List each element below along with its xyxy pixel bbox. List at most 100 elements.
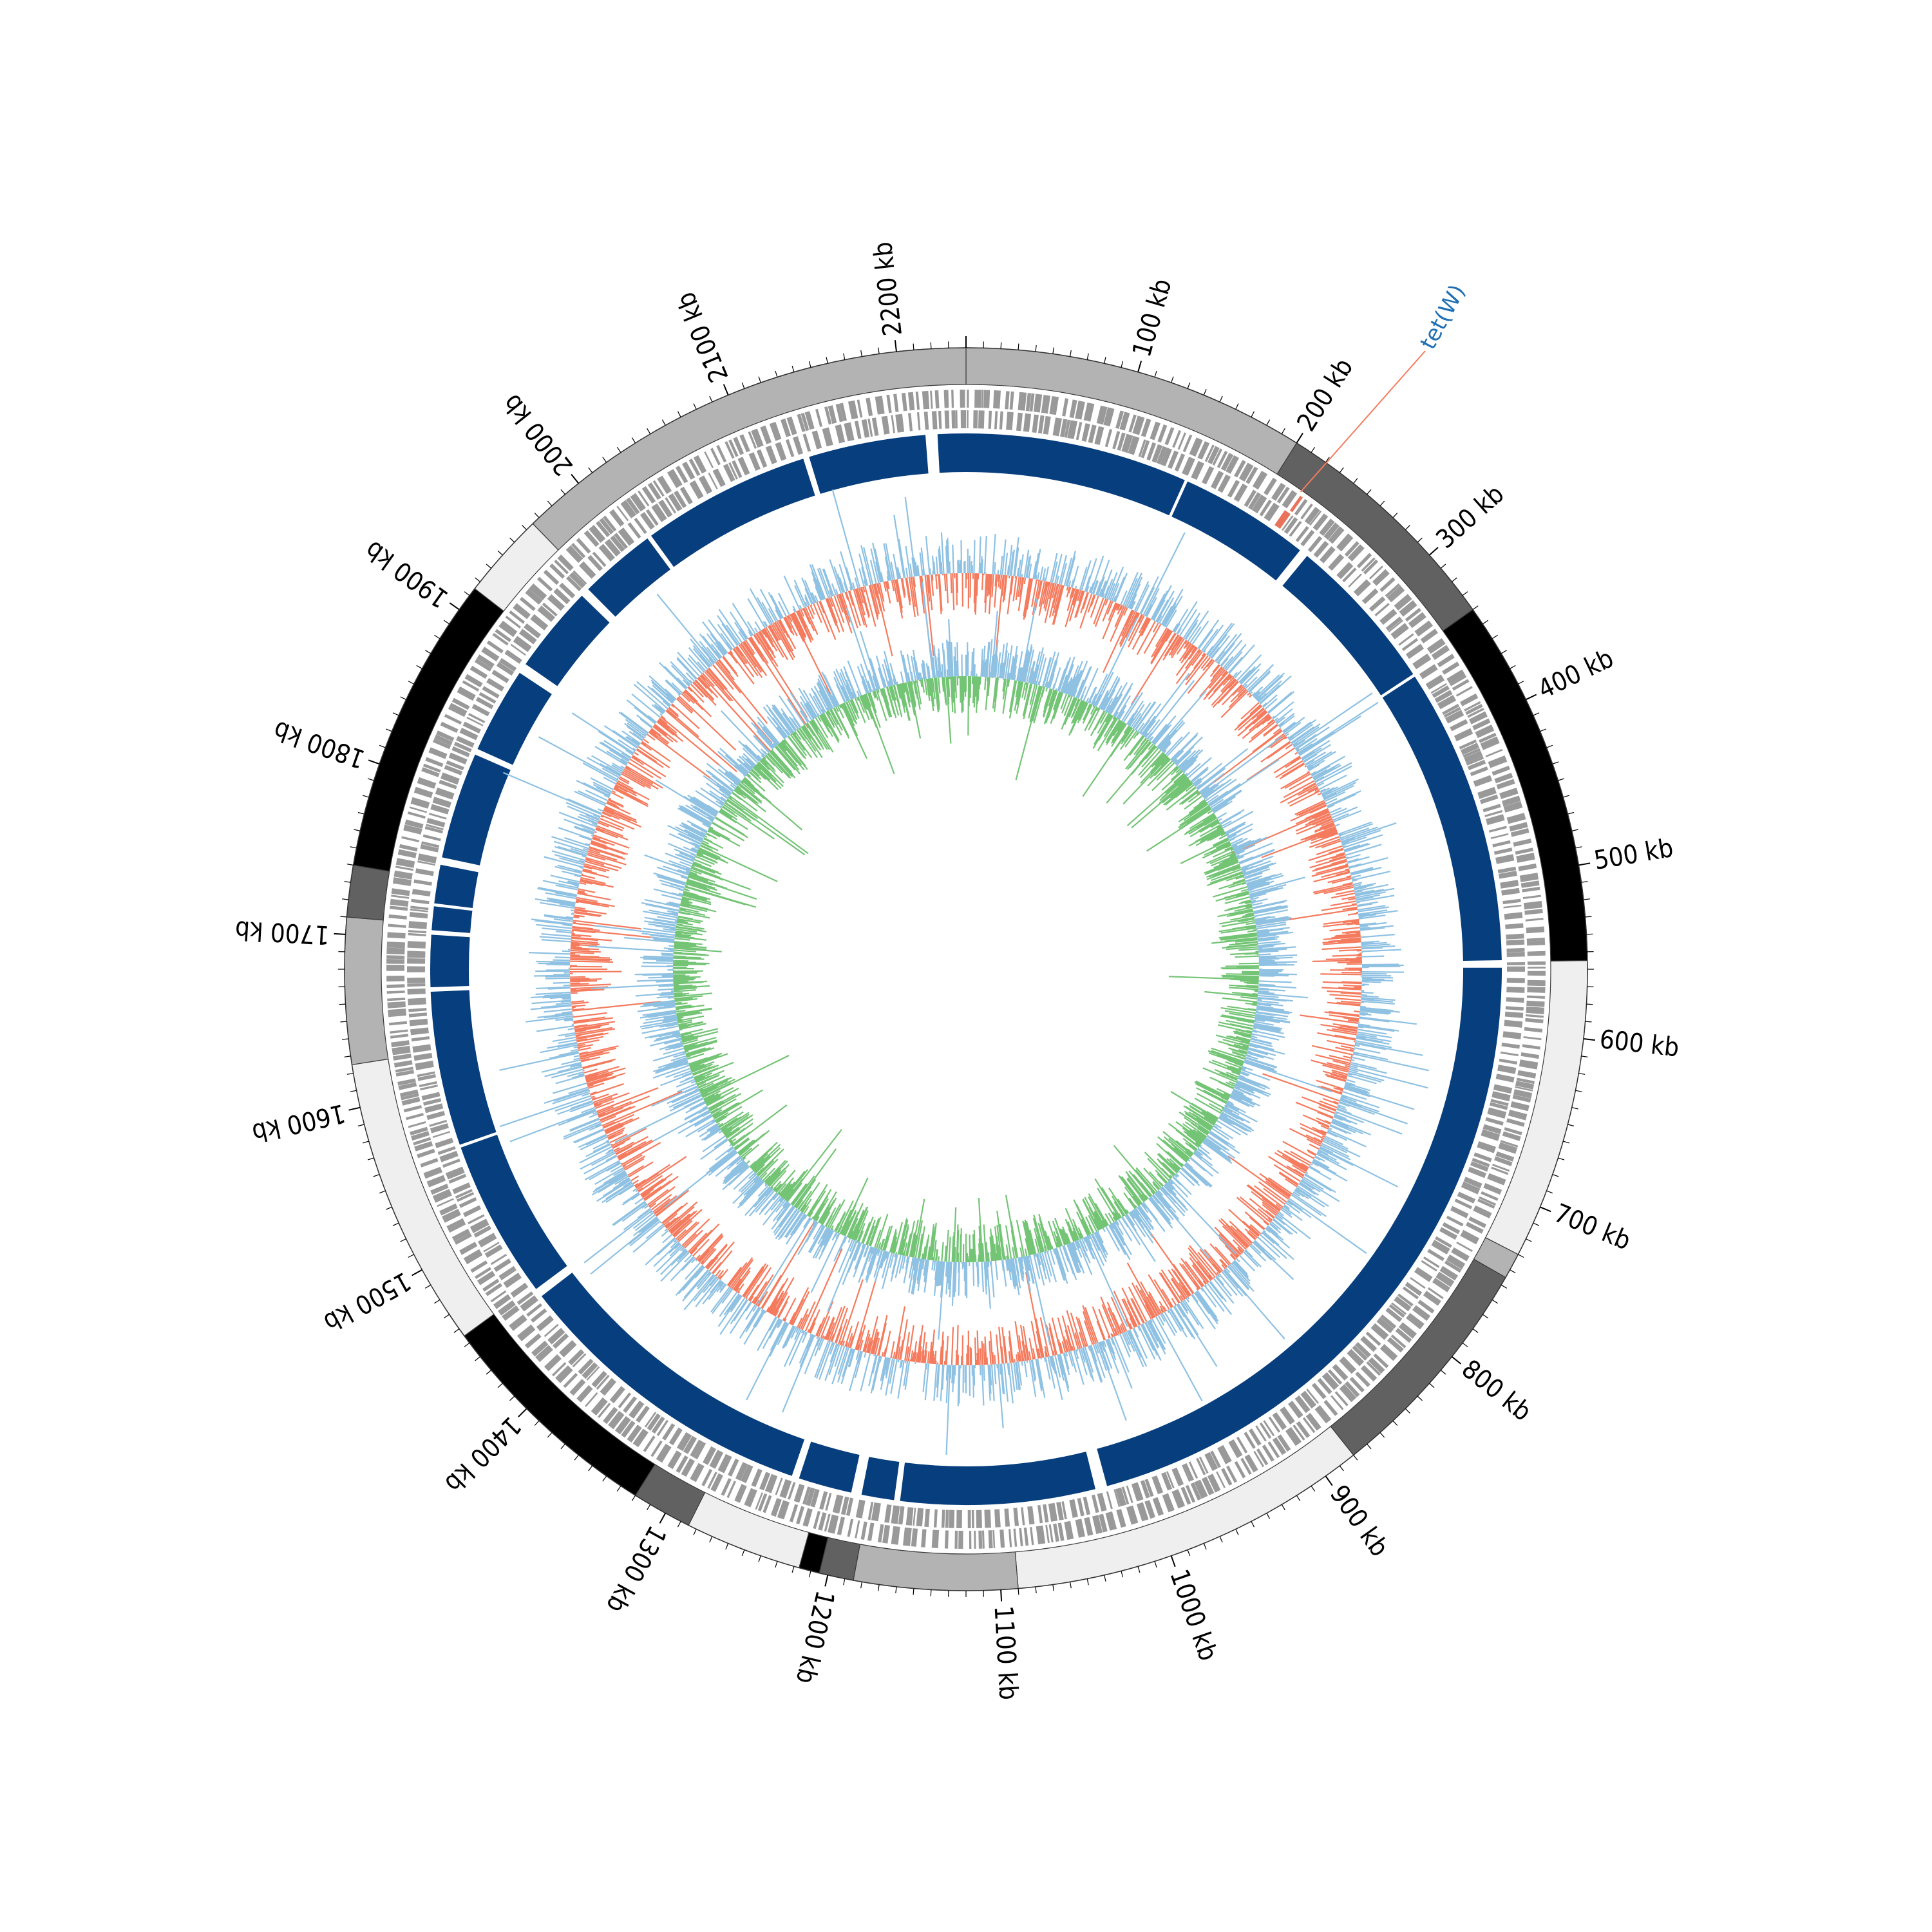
reverse-gene: [1166, 1471, 1175, 1489]
forward-gene: [585, 1392, 598, 1407]
tick-mark: [758, 376, 761, 383]
forward-gene: [969, 1531, 972, 1549]
reverse-gene: [457, 1192, 475, 1202]
tick-mark: [1526, 1238, 1532, 1242]
reverse-gene: [1376, 1317, 1394, 1334]
tick-mark: [647, 1504, 651, 1511]
forward-gene: [1512, 1094, 1531, 1103]
forward-gene: [569, 1379, 586, 1396]
forward-gene: [728, 439, 739, 457]
forward-gene: [475, 1267, 491, 1280]
reverse-gene: [1210, 1450, 1221, 1468]
tick-mark: [860, 1582, 862, 1589]
tick-label-1800kb: 1800 kb: [270, 715, 369, 774]
forward-gene: [1527, 951, 1546, 956]
forward-gene: [392, 877, 412, 886]
forward-gene: [482, 1278, 500, 1292]
reverse-gene: [421, 841, 440, 848]
tick-mark: [400, 696, 406, 700]
tick-mark: [1571, 1107, 1578, 1110]
forward-gene: [828, 405, 837, 424]
forward-gene: [824, 406, 832, 425]
forward-gene: [1455, 686, 1473, 697]
forward-gene: [1277, 1434, 1291, 1452]
reverse-gene: [420, 1084, 438, 1091]
forward-gene: [1285, 1426, 1302, 1446]
tick-mark: [1533, 1222, 1540, 1226]
forward-gene: [1460, 1229, 1480, 1245]
reverse-gene: [466, 717, 484, 726]
reverse-gene: [647, 1413, 661, 1431]
tick-mark: [693, 403, 697, 410]
reverse-gene: [891, 1505, 900, 1524]
tick-mark: [339, 1003, 346, 1005]
reverse-gene: [496, 661, 515, 676]
forward-gene: [922, 390, 930, 410]
reverse-gene: [793, 436, 804, 455]
forward-gene: [1525, 1018, 1544, 1023]
reverse-gene: [1492, 840, 1511, 848]
forward-gene: [516, 1324, 536, 1341]
tick-mark: [1462, 1342, 1468, 1347]
tick-mark: [362, 795, 369, 798]
forward-gene: [1126, 1505, 1139, 1525]
forward-gene: [1517, 1070, 1537, 1079]
forward-gene: [397, 1078, 416, 1086]
forward-gene: [1368, 565, 1383, 580]
reverse-gene: [908, 413, 913, 431]
forward-gene: [724, 441, 735, 459]
forward-gene: [1152, 1497, 1164, 1516]
forward-gene: [1526, 1006, 1544, 1014]
reverse-gene: [412, 889, 431, 896]
reverse-gene: [1233, 483, 1248, 502]
reverse-gene: [1282, 515, 1294, 531]
tick-mark: [1311, 1486, 1316, 1492]
tick-mark: [1585, 1021, 1592, 1023]
reverse-gene: [1450, 1206, 1469, 1218]
tick-mark: [1367, 1443, 1372, 1450]
forward-gene: [477, 1271, 495, 1285]
tick-mark: [412, 1269, 422, 1276]
forward-gene: [462, 680, 480, 692]
reverse-gene: [1348, 573, 1362, 588]
forward-gene: [1057, 1522, 1065, 1541]
tick-mark: [443, 1314, 450, 1319]
reverse-gene: [708, 472, 718, 489]
reverse-gene: [559, 582, 576, 599]
forward-gene: [1069, 399, 1077, 419]
tick-mark: [1170, 1555, 1176, 1567]
forward-gene: [1423, 1291, 1441, 1306]
reverse-gene: [656, 1419, 668, 1436]
reverse-gene: [694, 1441, 706, 1460]
forward-gene: [652, 480, 665, 497]
reverse-gene: [452, 1182, 471, 1195]
tick-mark: [725, 1543, 729, 1550]
forward-gene: [1033, 393, 1043, 413]
tick-mark: [571, 473, 580, 484]
tick-mark: [791, 1566, 795, 1573]
reverse-gene: [1227, 480, 1240, 498]
tick-mark: [1052, 347, 1054, 354]
forward-gene: [1201, 1477, 1215, 1495]
reverse-gene: [978, 410, 985, 429]
forward-gene: [1373, 1353, 1389, 1368]
forward-gene: [406, 1113, 424, 1121]
reverse-gene: [408, 921, 428, 929]
forward-gene: [401, 1093, 419, 1101]
reverse-gene: [504, 649, 522, 664]
forward-gene: [1208, 446, 1220, 464]
forward-gene: [769, 422, 782, 441]
tick-mark: [1281, 428, 1285, 435]
reverse-gene: [1037, 1505, 1043, 1524]
reverse-gene: [1427, 1249, 1444, 1262]
tick-mark: [1525, 694, 1537, 701]
forward-gene: [616, 506, 629, 522]
forward-gene: [454, 1233, 472, 1245]
reverse-gene: [854, 421, 862, 439]
forward-gene: [1019, 1528, 1023, 1546]
reverse-gene: [1060, 419, 1068, 437]
reverse-gene: [1505, 923, 1524, 929]
forward-gene: [1473, 1205, 1492, 1218]
forward-gene: [397, 849, 417, 858]
reverse-gene: [1146, 442, 1157, 460]
